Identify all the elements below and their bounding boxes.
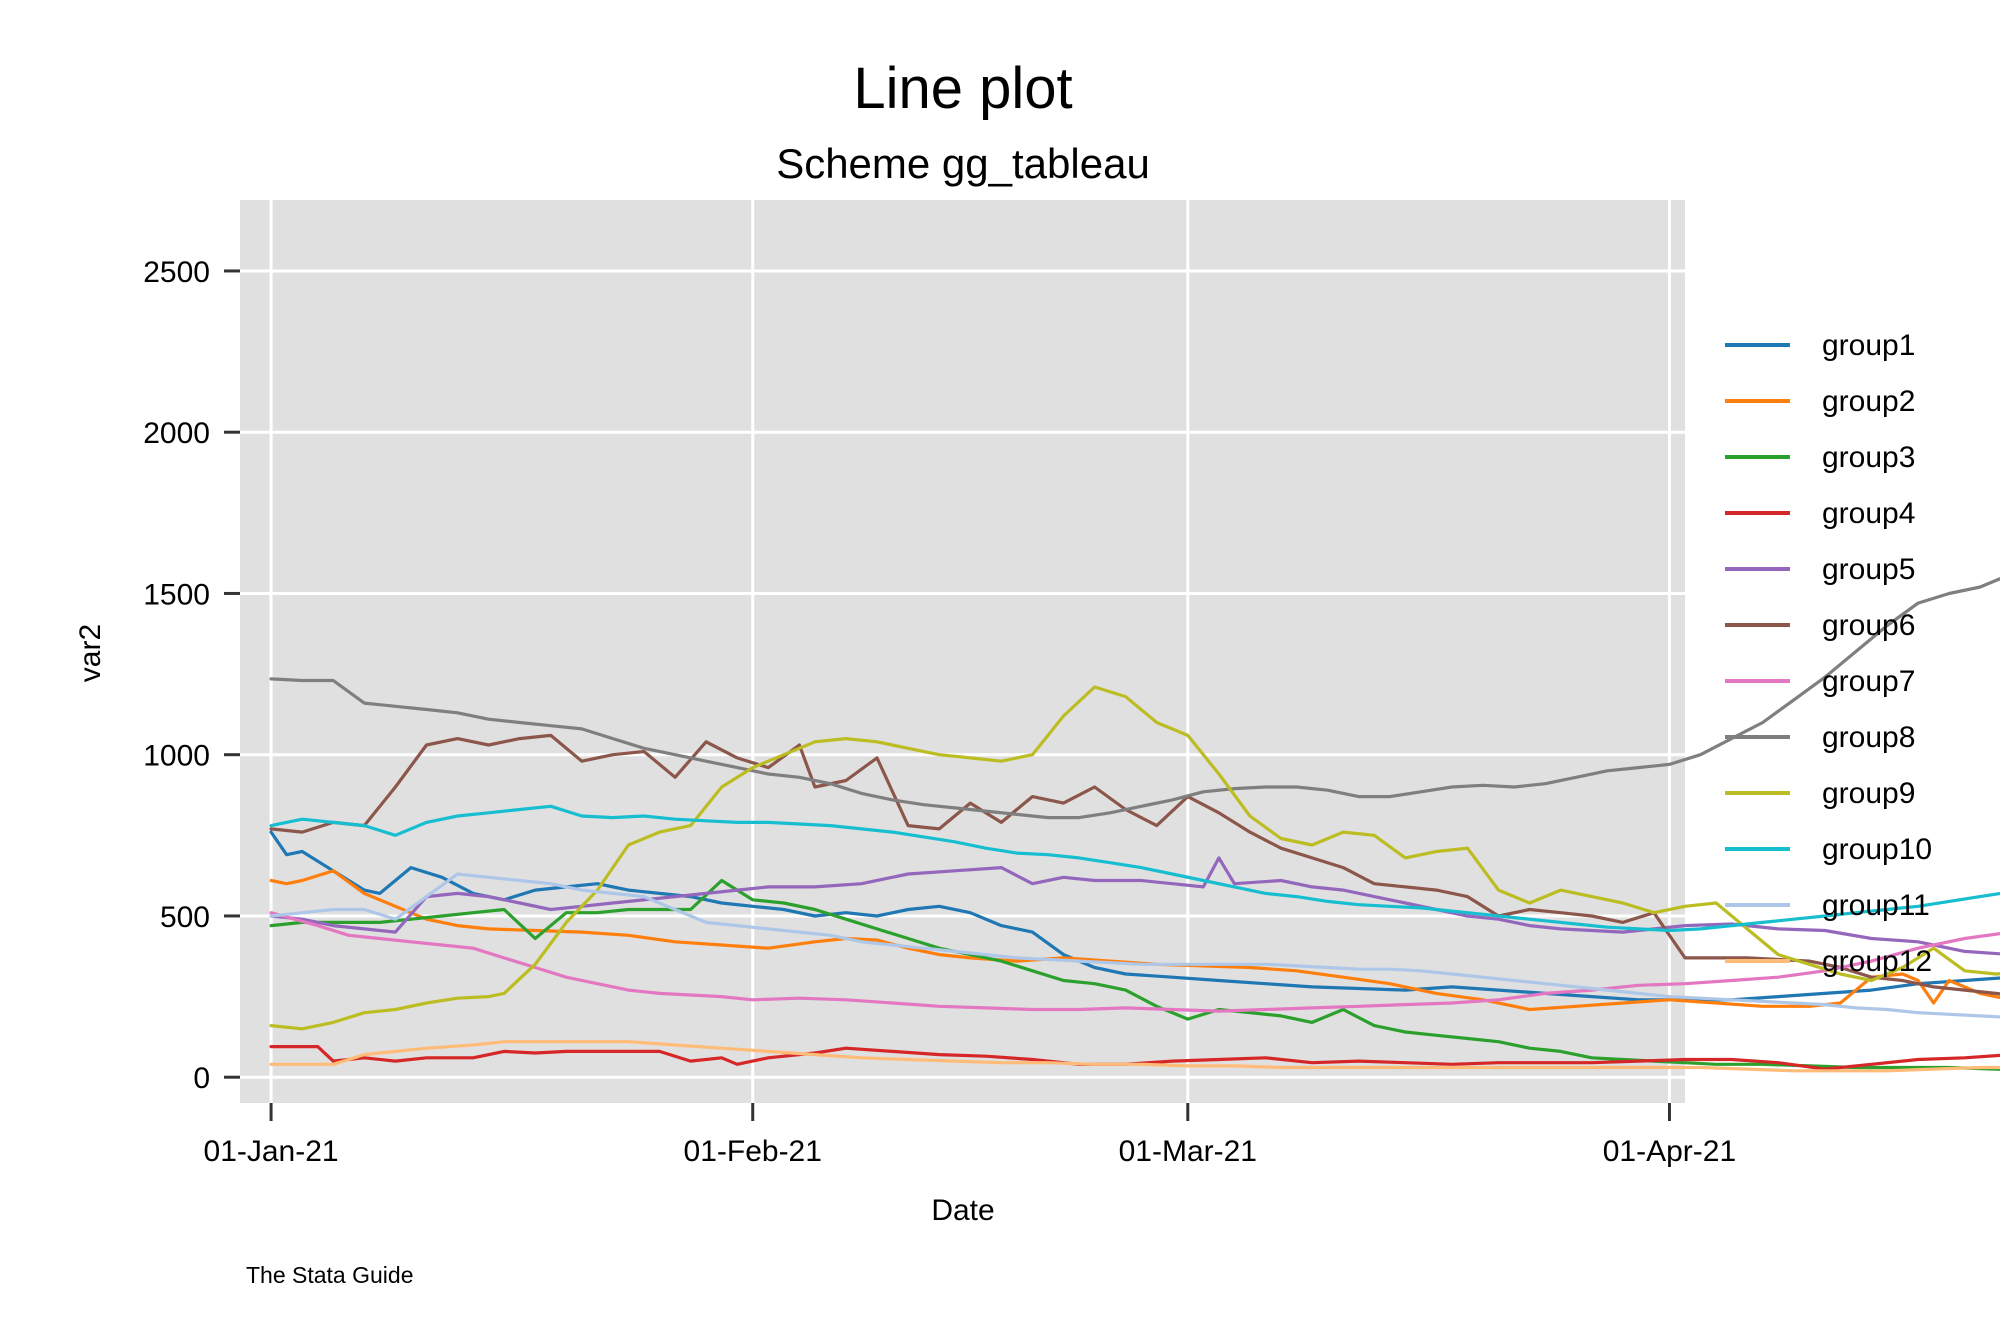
legend-item-group10: group10 (1725, 833, 1932, 866)
y-tick-label: 1500 (143, 578, 210, 611)
plot-area (240, 200, 1685, 1103)
legend-item-group2: group2 (1725, 385, 1915, 418)
y-axis-title: var2 (74, 624, 107, 682)
x-tick-label: 01-Mar-21 (1119, 1135, 1257, 1168)
legend-label: group3 (1822, 441, 1915, 474)
series-line-group2 (269, 869, 2000, 1012)
grid-lines (240, 200, 1685, 1103)
legend-label: group5 (1822, 553, 1915, 586)
y-tick-label: 2500 (143, 256, 210, 289)
legend-label: group2 (1822, 385, 1915, 418)
y-tick-label: 2000 (143, 417, 210, 450)
legend-item-group9: group9 (1725, 777, 1915, 810)
series-line-group10 (269, 804, 2000, 933)
chart-title: Line plot (853, 56, 1072, 121)
x-axis-title: Date (931, 1194, 994, 1227)
legend-item-group7: group7 (1725, 665, 1915, 698)
series-line-group4 (269, 1044, 2000, 1071)
x-tick-label: 01-Jan-21 (204, 1135, 339, 1168)
legend-item-group11: group11 (1725, 889, 1930, 922)
series-line-group6 (269, 733, 2000, 996)
series-line-group7 (269, 911, 2000, 1013)
legend-item-group1: group1 (1725, 329, 1915, 362)
legend-item-group4: group4 (1725, 497, 1915, 530)
y-tick-label: 0 (193, 1062, 210, 1095)
x-tick-label: 01-Feb-21 (684, 1135, 822, 1168)
legend-label: group11 (1822, 889, 1930, 922)
series-line-group3 (269, 878, 2000, 1071)
y-tick-label: 1000 (143, 740, 210, 773)
series-line-group9 (269, 685, 2000, 1031)
legend-label: group7 (1822, 665, 1915, 698)
legend-label: group8 (1822, 721, 1915, 754)
legend: group1 group2 group3 group4 group5 group6 grou… (1725, 329, 1932, 978)
series-line-group8 (269, 577, 2000, 820)
legend-label: group1 (1822, 329, 1915, 362)
legend-label: group10 (1822, 833, 1932, 866)
x-tick-label: 01-Apr-21 (1603, 1135, 1736, 1168)
legend-label: group9 (1822, 777, 1915, 810)
series-lines (269, 577, 2000, 1073)
legend-label: group4 (1822, 497, 1915, 530)
chart-note: The Stata Guide (246, 1262, 414, 1288)
series-line-group12 (269, 1040, 2000, 1073)
series-line-group11 (269, 872, 2000, 1019)
legend-item-group3: group3 (1725, 441, 1915, 474)
legend-label: group12 (1822, 945, 1932, 978)
axes: 0 500 1000 1500 2000 2500 01-Jan-21 01-Feb-21 01… (143, 256, 1736, 1168)
legend-item-group12: group12 (1725, 945, 1932, 978)
legend-item-group5: group5 (1725, 553, 1915, 586)
y-tick-label: 500 (160, 901, 210, 934)
chart-subtitle: Scheme gg_tableau (776, 140, 1150, 187)
legend-item-group8: group8 (1725, 721, 1915, 754)
legend-item-group6: group6 (1725, 609, 1915, 642)
legend-label: group6 (1822, 609, 1915, 642)
